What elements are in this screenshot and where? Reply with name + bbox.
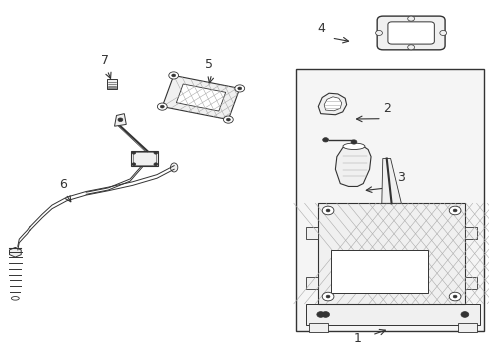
Circle shape [453,209,457,212]
Text: 3: 3 [397,171,405,184]
Circle shape [449,206,461,215]
Circle shape [238,87,242,90]
Circle shape [154,163,158,166]
Polygon shape [335,144,371,186]
Bar [131,151,158,166]
Bar [465,277,477,289]
Circle shape [322,312,330,318]
Circle shape [223,116,233,123]
Circle shape [132,151,136,154]
Text: 2: 2 [383,103,391,116]
Circle shape [408,16,415,21]
Polygon shape [318,93,346,115]
Bar [458,323,477,332]
Text: 1: 1 [353,332,361,345]
Bar [318,203,465,304]
Circle shape [323,138,329,142]
Polygon shape [382,158,401,203]
Circle shape [376,31,382,36]
Polygon shape [115,114,126,126]
Text: 6: 6 [59,178,67,191]
Ellipse shape [343,143,365,149]
Bar [108,87,116,88]
Circle shape [453,295,457,298]
Circle shape [322,292,334,301]
Ellipse shape [11,297,19,300]
Text: 5: 5 [205,58,213,71]
Bar [133,152,156,165]
Circle shape [326,209,330,212]
Circle shape [351,140,357,144]
FancyBboxPatch shape [388,22,434,44]
FancyBboxPatch shape [377,16,445,50]
Ellipse shape [171,163,178,172]
Circle shape [157,103,167,110]
Circle shape [169,72,178,79]
Polygon shape [176,84,226,111]
Circle shape [322,206,334,215]
Circle shape [449,292,461,301]
Text: 7: 7 [101,54,109,67]
Circle shape [326,295,330,298]
Circle shape [440,31,447,36]
Polygon shape [324,97,342,111]
Circle shape [226,118,230,121]
Bar [309,323,328,332]
Bar [465,226,477,239]
Circle shape [154,151,158,154]
Bar [306,277,318,289]
Circle shape [408,45,415,50]
Bar [306,226,318,239]
Circle shape [132,163,136,166]
Bar [331,250,428,293]
Circle shape [172,74,175,77]
Polygon shape [9,247,21,257]
Circle shape [160,105,164,108]
Circle shape [118,118,123,122]
Circle shape [235,85,245,92]
Text: 4: 4 [318,22,326,35]
Circle shape [461,312,469,318]
Circle shape [317,312,325,318]
Bar [306,304,480,325]
Bar [107,79,118,89]
Bar [296,69,485,330]
Polygon shape [162,76,240,120]
